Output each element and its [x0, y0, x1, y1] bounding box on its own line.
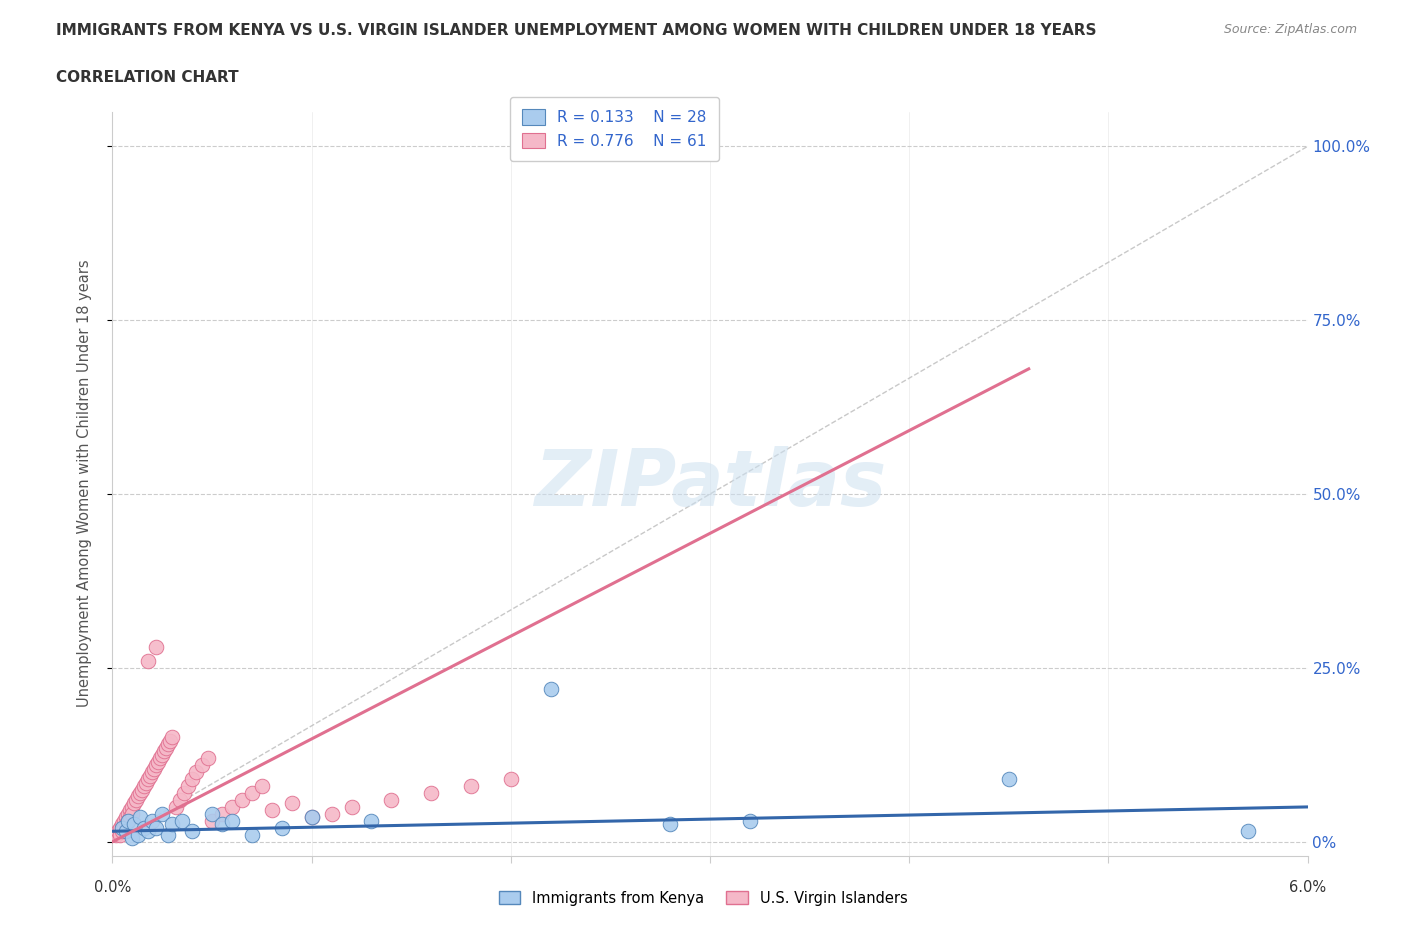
Point — [169, 792, 191, 807]
Point — [211, 817, 233, 831]
Point — [143, 762, 166, 777]
Point — [177, 778, 200, 793]
Point — [131, 782, 153, 797]
Point — [380, 792, 402, 807]
Point — [211, 806, 233, 821]
Point — [134, 778, 156, 793]
Text: CORRELATION CHART: CORRELATION CHART — [56, 70, 239, 85]
Point — [125, 792, 148, 807]
Text: 6.0%: 6.0% — [1289, 880, 1326, 895]
Point — [117, 806, 139, 821]
Point — [127, 828, 149, 843]
Point — [172, 814, 194, 829]
Point — [221, 814, 243, 829]
Point — [139, 768, 162, 783]
Point — [340, 800, 363, 815]
Legend: R = 0.133    N = 28, R = 0.776    N = 61: R = 0.133 N = 28, R = 0.776 N = 61 — [510, 97, 718, 161]
Point — [149, 751, 172, 765]
Point — [221, 800, 243, 815]
Point — [150, 748, 173, 763]
Point — [197, 751, 219, 765]
Point — [138, 772, 160, 787]
Point — [157, 828, 180, 843]
Point — [115, 817, 138, 831]
Point — [111, 817, 134, 831]
Point — [738, 814, 761, 829]
Point — [540, 682, 562, 697]
Point — [1237, 824, 1260, 839]
Point — [120, 810, 142, 825]
Point — [191, 758, 214, 773]
Point — [145, 820, 167, 835]
Text: 0.0%: 0.0% — [94, 880, 131, 895]
Point — [153, 744, 176, 759]
Point — [270, 820, 292, 835]
Point — [115, 824, 138, 839]
Point — [148, 754, 170, 769]
Point — [121, 800, 143, 815]
Point — [114, 814, 135, 829]
Point — [659, 817, 682, 831]
Point — [138, 824, 160, 839]
Point — [998, 772, 1021, 787]
Point — [460, 778, 482, 793]
Point — [141, 814, 163, 829]
Point — [117, 814, 139, 829]
Point — [499, 772, 522, 787]
Point — [181, 772, 204, 787]
Point — [150, 806, 173, 821]
Point — [186, 764, 208, 779]
Point — [201, 814, 224, 829]
Point — [420, 786, 443, 801]
Point — [141, 764, 163, 779]
Point — [173, 786, 195, 801]
Point — [135, 775, 157, 790]
Point — [124, 796, 146, 811]
Point — [165, 800, 187, 815]
Point — [281, 796, 304, 811]
Point — [134, 820, 156, 835]
Point — [162, 817, 183, 831]
Point — [260, 803, 283, 817]
Point — [138, 654, 160, 669]
Point — [201, 806, 224, 821]
Legend: Immigrants from Kenya, U.S. Virgin Islanders: Immigrants from Kenya, U.S. Virgin Islan… — [492, 884, 914, 911]
Point — [155, 740, 177, 755]
Point — [110, 828, 132, 843]
Point — [301, 810, 323, 825]
Point — [145, 640, 167, 655]
Text: Source: ZipAtlas.com: Source: ZipAtlas.com — [1223, 23, 1357, 36]
Point — [301, 810, 323, 825]
Point — [124, 817, 146, 831]
Point — [121, 806, 143, 821]
Point — [145, 758, 167, 773]
Text: IMMIGRANTS FROM KENYA VS U.S. VIRGIN ISLANDER UNEMPLOYMENT AMONG WOMEN WITH CHIL: IMMIGRANTS FROM KENYA VS U.S. VIRGIN ISL… — [56, 23, 1097, 38]
Point — [114, 820, 135, 835]
Point — [250, 778, 273, 793]
Point — [360, 814, 382, 829]
Point — [111, 824, 134, 839]
Point — [162, 730, 183, 745]
Y-axis label: Unemployment Among Women with Children Under 18 years: Unemployment Among Women with Children U… — [77, 259, 91, 708]
Point — [115, 810, 138, 825]
Point — [159, 734, 181, 749]
Point — [129, 810, 152, 825]
Point — [120, 803, 142, 817]
Point — [129, 786, 152, 801]
Point — [105, 828, 128, 843]
Text: ZIPatlas: ZIPatlas — [534, 445, 886, 522]
Point — [231, 792, 253, 807]
Point — [107, 824, 129, 839]
Point — [157, 737, 180, 751]
Point — [240, 786, 263, 801]
Point — [181, 824, 204, 839]
Point — [111, 820, 134, 835]
Point — [127, 789, 149, 804]
Point — [117, 814, 139, 829]
Point — [321, 806, 343, 821]
Point — [240, 828, 263, 843]
Point — [110, 820, 132, 835]
Point — [121, 830, 143, 845]
